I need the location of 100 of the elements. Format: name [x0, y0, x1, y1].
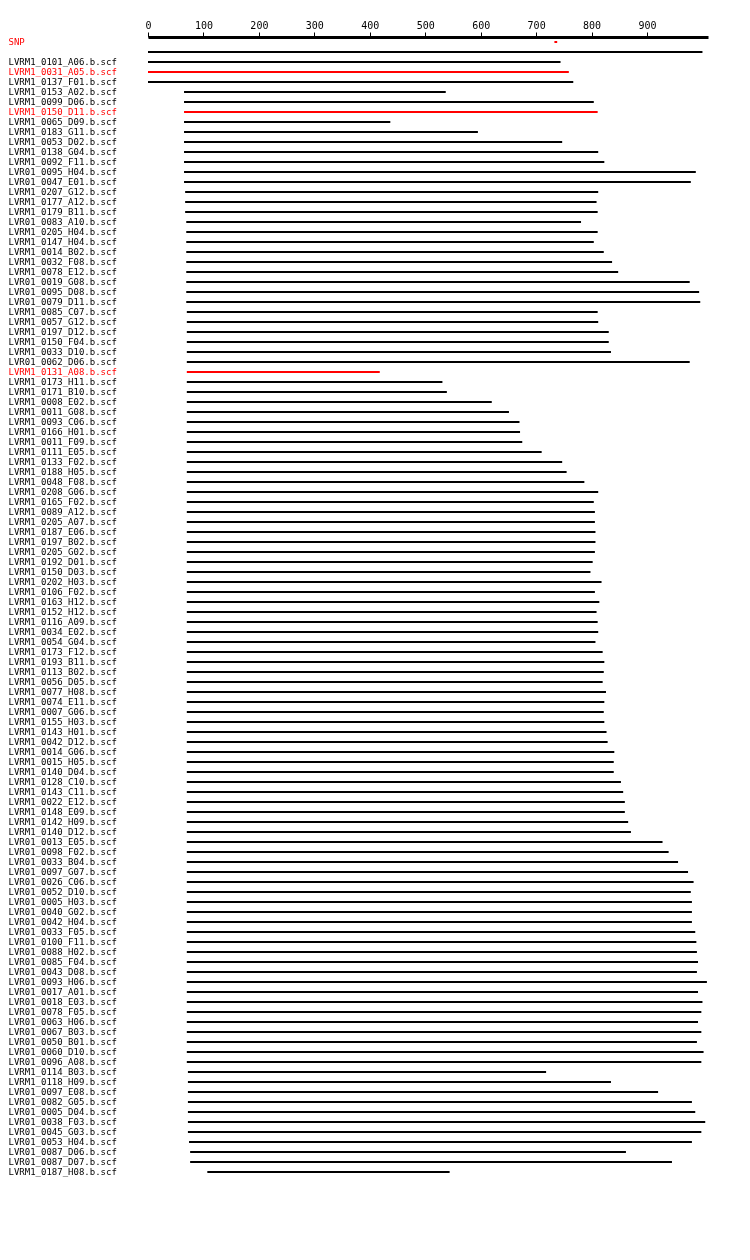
- y-tick-label: LVR01_0005_D04.b.scf: [8, 1107, 117, 1117]
- y-tick-label: LVRM1_0077_H08.b.scf: [8, 687, 117, 697]
- bar: [186, 501, 594, 503]
- bar: [186, 751, 615, 753]
- y-tick-label: LVR01_0095_D08.b.scf: [8, 287, 117, 297]
- bar: [186, 421, 520, 423]
- y-tick-label: LVRM1_0187_H08.b.scf: [8, 1167, 117, 1177]
- bar: [184, 101, 594, 103]
- y-tick-label: LVRM1_0014_B02.b.scf: [8, 247, 117, 257]
- bar: [186, 921, 692, 923]
- bar: [186, 441, 523, 443]
- y-tick-label: LVRM1_0143_H01.b.scf: [8, 727, 117, 737]
- y-tick-label: LVR01_0067_B03.b.scf: [8, 1027, 117, 1037]
- y-tick-label: LVR01_0093_H06.b.scf: [8, 977, 117, 987]
- bar: [186, 631, 599, 633]
- bar: [186, 641, 596, 643]
- bar: [186, 581, 602, 583]
- y-tick-label: LVRM1_0155_H03.b.scf: [8, 717, 117, 727]
- bar: [186, 721, 605, 723]
- bar: [187, 1071, 547, 1073]
- y-tick-label: LVR01_0026_C06.b.scf: [8, 877, 117, 887]
- y-tick-label: LVR01_0095_H04.b.scf: [8, 167, 117, 177]
- bar: [186, 281, 690, 283]
- bar: [186, 391, 447, 393]
- bar: [186, 251, 604, 253]
- bar: [186, 941, 697, 943]
- bar: [184, 141, 563, 143]
- y-tick-label: LVRM1_0152_H12.b.scf: [8, 607, 117, 617]
- bar: [186, 961, 699, 963]
- bar: [184, 161, 605, 163]
- bar: [186, 511, 595, 513]
- y-tick-label: LVRM1_0078_E12.b.scf: [8, 267, 117, 277]
- y-tick-label: LVR01_0033_B04.b.scf: [8, 857, 117, 867]
- y-tick-label: LVRM1_0089_A12.b.scf: [8, 507, 117, 517]
- y-tick-label: LVR01_0087_D06.b.scf: [8, 1147, 117, 1157]
- bar: [186, 841, 663, 843]
- bar: [186, 471, 567, 473]
- y-tick-label: LVR01_0043_D08.b.scf: [8, 967, 117, 977]
- bar: [186, 371, 380, 373]
- y-tick-label: LVRM1_0192_D01.b.scf: [8, 557, 117, 567]
- y-tick-label: LVRM1_0197_D12.b.scf: [8, 327, 117, 337]
- bar: [189, 1141, 692, 1143]
- y-tick-label: LVR01_0019_G08.b.scf: [8, 277, 117, 287]
- bar: [190, 1161, 672, 1163]
- bar: [185, 191, 599, 193]
- y-tick-label: LVR01_0038_F03.b.scf: [8, 1117, 117, 1127]
- bar: [186, 701, 605, 703]
- bar: [186, 1031, 702, 1033]
- y-tick-label: LVR01_0088_H02.b.scf: [8, 947, 117, 957]
- y-tick-label: LVRM1_0133_F02.b.scf: [8, 457, 117, 467]
- bar: [186, 341, 609, 343]
- bar: [186, 781, 621, 783]
- y-tick-label: LVR01_0096_A08.b.scf: [8, 1057, 117, 1067]
- bar: [186, 881, 694, 883]
- bar: [554, 41, 558, 43]
- y-tick-label: LVRM1_0053_D02.b.scf: [8, 137, 117, 147]
- y-tick-label: LVRM1_0208_G06.b.scf: [8, 487, 117, 497]
- bar: [186, 221, 582, 223]
- bar: [186, 851, 669, 853]
- y-tick-label: LVRM1_0138_G04.b.scf: [8, 147, 117, 157]
- bar: [185, 211, 598, 213]
- x-tick-label: 300: [305, 19, 324, 31]
- bar: [186, 911, 692, 913]
- bar: [186, 1021, 699, 1023]
- y-tick-label: LVRM1_0031_A05.b.scf: [8, 67, 117, 77]
- y-tick-label: LVR01_0042_H04.b.scf: [8, 917, 117, 927]
- y-tick-label: LVRM1_0165_F02.b.scf: [8, 497, 117, 507]
- bar: [184, 111, 598, 113]
- bar: [186, 301, 701, 303]
- bar: [186, 351, 611, 353]
- bar: [207, 1171, 450, 1173]
- bar: [186, 461, 563, 463]
- x-tick-label: 600: [472, 19, 491, 31]
- bar: [186, 731, 607, 733]
- y-tick-label: SNP: [8, 37, 26, 47]
- bar: [186, 381, 443, 383]
- y-tick-label: LVRM1_0034_E02.b.scf: [8, 627, 117, 637]
- x-tick-label: 700: [527, 19, 546, 31]
- y-tick-label: LVR01_0040_G02.b.scf: [8, 907, 117, 917]
- y-tick-label: LVR01_0079_D11.b.scf: [8, 297, 117, 307]
- y-tick-label: LVRM1_0193_B11.b.scf: [8, 657, 117, 667]
- x-tick-label: 500: [416, 19, 435, 31]
- y-tick-label: LVRM1_0113_B02.b.scf: [8, 667, 117, 677]
- y-tick-label: LVRM1_0048_F08.b.scf: [8, 477, 117, 487]
- y-tick-label: LVRM1_0099_D06.b.scf: [8, 97, 117, 107]
- bar: [186, 611, 597, 613]
- y-tick-label: LVR01_0083_A10.b.scf: [8, 217, 117, 227]
- bar: [185, 201, 597, 203]
- bar: [148, 81, 574, 83]
- y-tick-label: LVRM1_0015_H05.b.scf: [8, 757, 117, 767]
- y-tick-label: LVRM1_0177_A12.b.scf: [8, 197, 117, 207]
- y-tick-label: LVRM1_0140_D04.b.scf: [8, 767, 117, 777]
- y-tick-label: LVRM1_0074_E11.b.scf: [8, 697, 117, 707]
- y-tick-label: LVRM1_0085_C07.b.scf: [8, 307, 117, 317]
- bar: [186, 571, 591, 573]
- bar: [184, 181, 691, 183]
- y-tick-label: LVR01_0060_D10.b.scf: [8, 1047, 117, 1057]
- bar: [186, 1061, 702, 1063]
- y-tick-label: LVRM1_0022_E12.b.scf: [8, 797, 117, 807]
- bar: [186, 241, 594, 243]
